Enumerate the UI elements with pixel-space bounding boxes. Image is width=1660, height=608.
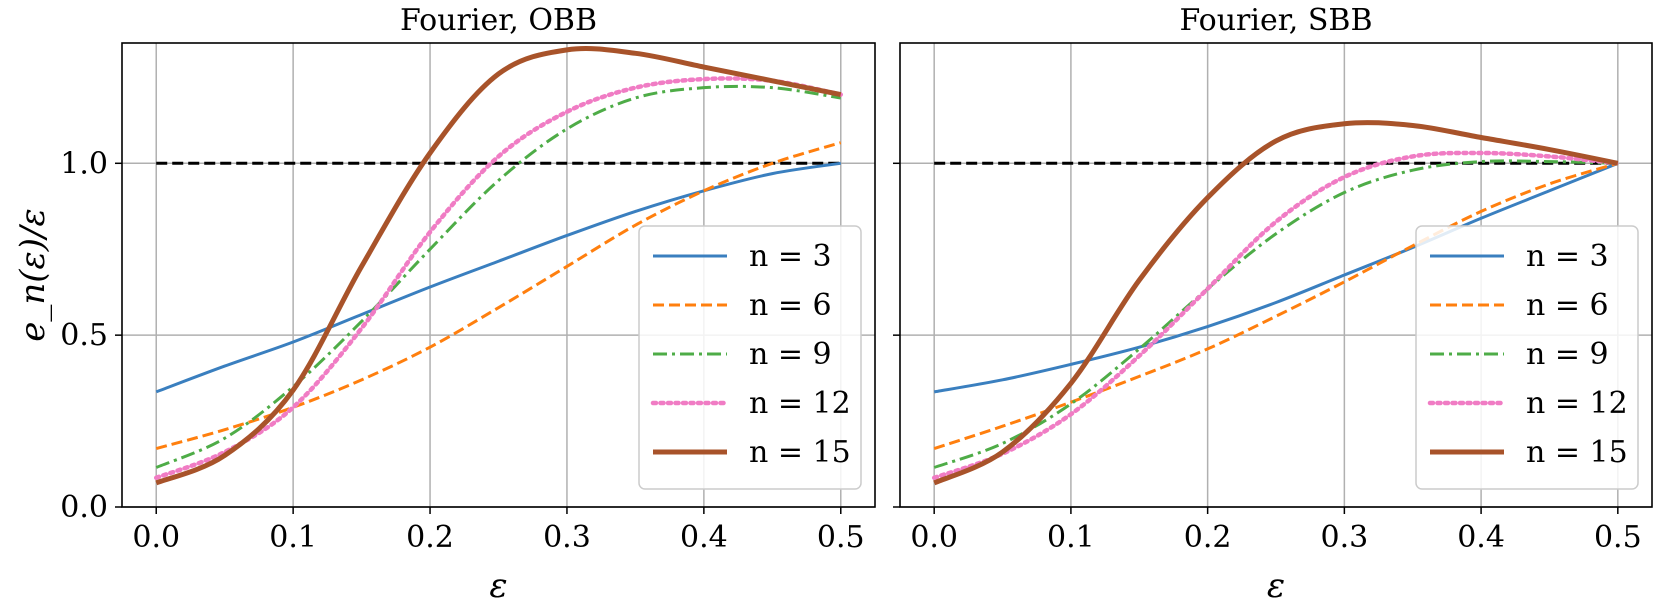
plot-frame (121, 42, 876, 508)
series-line-n3 (155, 161, 841, 394)
legend-label-n3: n = 3 (749, 239, 832, 274)
x-tick-label: 0.2 (1184, 520, 1232, 555)
y-tick-label: 0.5 (60, 318, 108, 353)
series-line-n3 (933, 161, 1619, 394)
y-axis-label: e_n(ε)/ε (13, 208, 53, 342)
x-tick-label: 0.1 (269, 520, 317, 555)
legend-label-n12: n = 12 (749, 386, 851, 421)
series-line-n12 (153, 76, 844, 481)
x-tick-label: 0.1 (1047, 520, 1095, 555)
legend-label-n12: n = 12 (1526, 386, 1628, 421)
legend-label-n6: n = 6 (749, 288, 832, 323)
x-tick-label: 0.3 (543, 520, 591, 555)
series-line-n15 (933, 120, 1619, 486)
x-tick-label: 0.0 (910, 520, 958, 555)
series-group (931, 120, 1621, 486)
legend: n = 3 n = 6 n = 9 n = 12 n = 15 (1415, 225, 1639, 490)
legend-label-n15: n = 15 (749, 435, 851, 470)
x-tick-label: 0.2 (406, 520, 454, 555)
legend-label-n15: n = 15 (1526, 435, 1628, 470)
chart-title: Fourier, SBB (1179, 3, 1372, 38)
legend-label-n3: n = 3 (1526, 239, 1609, 274)
legend: n = 3 n = 6 n = 9 n = 12 n = 15 (638, 225, 862, 490)
y-tick-label: 0.0 (60, 490, 108, 525)
series-line-n15 (155, 46, 842, 486)
series-line-n12 (931, 150, 1621, 481)
series-group (153, 46, 844, 486)
legend-label-n9: n = 9 (749, 337, 832, 372)
x-axis-label: ε (489, 566, 507, 606)
x-tick-label: 0.5 (1594, 520, 1642, 555)
x-tick-label: 0.3 (1321, 520, 1369, 555)
panel-1: 0.0 0.1 0.2 0.3 0.4 0.5 0.0 0.5 1.0 Fourier, OBB ε… (13, 3, 876, 606)
plot-frame (899, 42, 1653, 508)
series-line-n9 (155, 84, 841, 469)
x-tick-label: 0.5 (817, 520, 865, 555)
chart-title: Fourier, OBB (400, 3, 597, 38)
legend-label-n6: n = 6 (1526, 288, 1609, 323)
x-tick-label: 0.4 (680, 520, 728, 555)
x-tick-label: 0.0 (132, 520, 180, 555)
x-tick-label: 0.4 (1457, 520, 1505, 555)
legend-box (1415, 225, 1639, 490)
legend-label-n9: n = 9 (1526, 337, 1609, 372)
y-tick-label: 1.0 (60, 146, 108, 181)
legend-box (638, 225, 862, 490)
series-line-n9 (933, 159, 1618, 469)
x-axis-label: ε (1267, 566, 1285, 606)
